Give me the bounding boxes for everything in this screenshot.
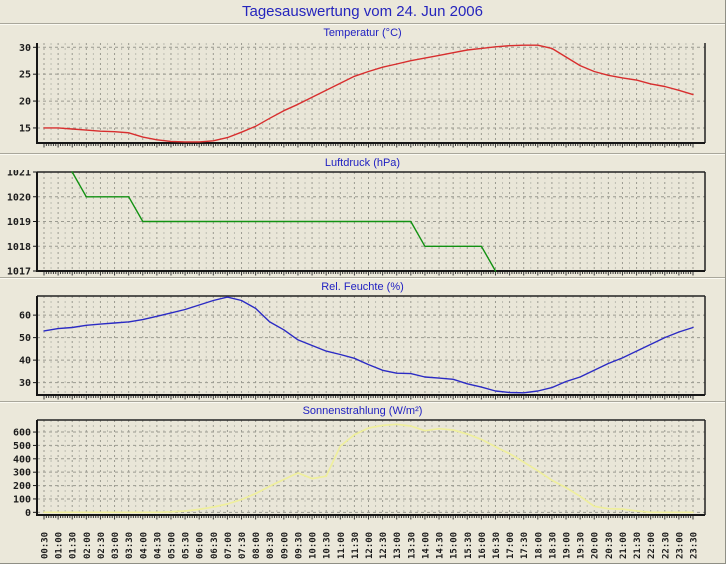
svg-text:50: 50 [19, 333, 31, 344]
header-divider [0, 23, 725, 25]
svg-text:17:00: 17:00 [506, 532, 516, 559]
temperature-chart-section: Temperatur (°C) 15 20 25 30 [0, 25, 725, 152]
svg-text:10:00: 10:00 [309, 532, 319, 559]
svg-text:14:30: 14:30 [436, 532, 446, 559]
svg-text:10:30: 10:30 [323, 532, 333, 559]
svg-text:30: 30 [19, 378, 31, 389]
svg-text:1019: 1019 [7, 217, 31, 228]
section-divider-1 [0, 153, 725, 155]
svg-text:13:30: 13:30 [407, 532, 417, 559]
humidity-plot: 30 40 50 60 [0, 294, 725, 400]
svg-text:14:00: 14:00 [421, 532, 431, 559]
svg-text:600: 600 [13, 428, 31, 439]
humidity-chart-title: Rel. Feuchte (%) [321, 281, 404, 293]
svg-text:02:30: 02:30 [97, 532, 107, 559]
svg-text:1020: 1020 [7, 192, 31, 203]
svg-text:11:00: 11:00 [337, 532, 347, 559]
svg-text:18:30: 18:30 [548, 532, 558, 559]
pressure-plot: 1017 1018 1019 1020 1021 [0, 168, 725, 278]
svg-text:00:30: 00:30 [41, 532, 51, 559]
svg-text:07:00: 07:00 [224, 532, 234, 559]
svg-text:05:00: 05:00 [167, 532, 177, 559]
svg-text:01:00: 01:00 [55, 532, 65, 559]
temperature-chart-title: Temperatur (°C) [323, 27, 402, 39]
svg-text:16:30: 16:30 [492, 532, 502, 559]
svg-text:1017: 1017 [7, 267, 31, 277]
svg-text:200: 200 [13, 481, 31, 492]
svg-text:19:00: 19:00 [563, 532, 573, 559]
svg-text:23:30: 23:30 [690, 532, 700, 559]
svg-text:09:00: 09:00 [280, 532, 290, 559]
svg-text:30: 30 [19, 43, 31, 54]
svg-text:20: 20 [19, 97, 31, 108]
svg-text:23:00: 23:00 [675, 532, 685, 559]
svg-text:21:00: 21:00 [619, 532, 629, 559]
solar-chart-section: Sonnenstrahlung (W/m²) 0 100 200 300 400 500 6… [0, 403, 725, 563]
pressure-chart-title: Luftdruck (hPa) [324, 157, 401, 169]
solar-chart-title: Sonnenstrahlung (W/m²) [302, 405, 423, 417]
svg-text:05:30: 05:30 [182, 532, 192, 559]
svg-text:06:00: 06:00 [196, 532, 206, 559]
svg-text:06:30: 06:30 [210, 532, 220, 559]
svg-text:0: 0 [25, 508, 31, 519]
svg-text:18:00: 18:00 [534, 532, 544, 559]
svg-text:22:30: 22:30 [661, 532, 671, 559]
svg-text:09:30: 09:30 [294, 532, 304, 559]
svg-text:12:30: 12:30 [379, 532, 389, 559]
svg-text:03:00: 03:00 [111, 532, 121, 559]
svg-text:40: 40 [19, 356, 31, 367]
svg-text:07:30: 07:30 [238, 532, 248, 559]
svg-text:60: 60 [19, 311, 31, 322]
svg-text:15: 15 [19, 123, 31, 134]
section-divider-2 [0, 277, 725, 279]
temperature-plot: 15 20 25 30 [0, 40, 725, 152]
svg-text:15:30: 15:30 [464, 532, 474, 559]
svg-text:300: 300 [13, 468, 31, 479]
svg-text:02:00: 02:00 [83, 532, 93, 559]
svg-text:1021: 1021 [7, 170, 31, 179]
solar-plot: 0 100 200 300 400 500 600 00:30 01:00 01:30 02:00 0… [0, 418, 725, 563]
svg-text:13:00: 13:00 [393, 532, 403, 559]
svg-text:01:30: 01:30 [69, 532, 79, 559]
svg-text:20:30: 20:30 [605, 532, 615, 559]
svg-text:04:30: 04:30 [153, 532, 163, 559]
svg-text:22:00: 22:00 [647, 532, 657, 559]
svg-text:04:00: 04:00 [139, 532, 149, 559]
svg-text:08:00: 08:00 [252, 532, 262, 559]
svg-text:19:30: 19:30 [577, 532, 587, 559]
svg-text:12:00: 12:00 [365, 532, 375, 559]
svg-text:16:00: 16:00 [478, 532, 488, 559]
svg-text:100: 100 [13, 494, 31, 505]
svg-text:500: 500 [13, 441, 31, 452]
svg-text:1018: 1018 [7, 242, 31, 253]
svg-text:17:30: 17:30 [520, 532, 530, 559]
svg-text:11:30: 11:30 [351, 532, 361, 559]
svg-text:25: 25 [19, 70, 31, 81]
svg-text:15:00: 15:00 [450, 532, 460, 559]
page-title: Tagesauswertung vom 24. Jun 2006 [242, 3, 483, 20]
svg-text:21:30: 21:30 [633, 532, 643, 559]
svg-text:400: 400 [13, 454, 31, 465]
svg-text:08:30: 08:30 [266, 532, 276, 559]
svg-text:03:30: 03:30 [125, 532, 135, 559]
pressure-chart-section: Luftdruck (hPa) 1017 1018 1019 1020 1021 [0, 155, 725, 278]
section-divider-3 [0, 401, 725, 403]
humidity-chart-section: Rel. Feuchte (%) 30 40 50 60 [0, 279, 725, 400]
svg-text:20:00: 20:00 [591, 532, 601, 559]
